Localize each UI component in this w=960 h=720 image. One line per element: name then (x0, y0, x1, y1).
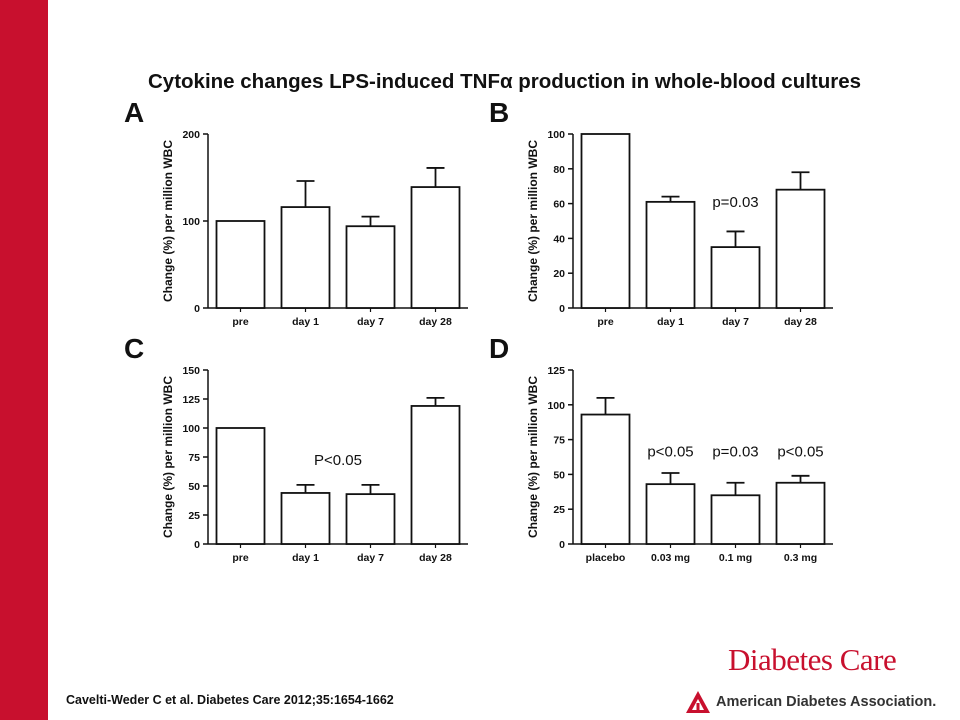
bar (775, 481, 826, 545)
y-tick-label: 40 (553, 233, 565, 245)
x-tick-label: 0.03 mg (651, 552, 690, 564)
bar (775, 188, 826, 309)
y-axis-label: Change (%) per million WBC (161, 140, 175, 302)
chart-panel-c: C Change (%) per million WBC 0 25 50 75 100 125… (124, 333, 468, 564)
bar (410, 405, 461, 545)
y-tick-label: 20 (553, 268, 565, 280)
y-axis-label: Change (%) per million WBC (161, 376, 175, 538)
bar (215, 220, 266, 309)
panel-letter: C (124, 333, 144, 364)
x-tick-label: day 28 (419, 316, 452, 328)
y-tick-label: 0 (559, 539, 565, 551)
y-tick-label: 100 (182, 216, 200, 228)
x-tick-label: day 7 (357, 552, 384, 564)
panel-letter: D (489, 333, 509, 364)
x-tick-label: day 28 (784, 316, 817, 328)
x-tick-label: day 7 (722, 316, 749, 328)
y-tick-label: 25 (553, 504, 565, 516)
x-tick-label: day 1 (292, 316, 319, 328)
slide-title: Cytokine changes LPS-induced TNFα produc… (148, 70, 862, 93)
y-tick-label: 0 (194, 303, 200, 315)
panel-letter: B (489, 97, 509, 128)
significance-annotation: p=0.03 (712, 194, 758, 211)
y-tick-label: 25 (188, 510, 200, 522)
x-tick-label: pre (232, 316, 249, 328)
x-tick-label: day 28 (419, 552, 452, 564)
bar (580, 413, 631, 545)
y-tick-label: 125 (182, 394, 200, 406)
bar (215, 427, 266, 545)
y-tick-label: 200 (182, 129, 200, 141)
bar (645, 483, 696, 545)
bar (280, 206, 331, 309)
significance-annotation: p<0.05 (777, 443, 823, 460)
organization-name: American Diabetes Association. (716, 694, 937, 710)
significance-annotation: p<0.05 (647, 443, 693, 460)
accent-side-bar (0, 0, 48, 720)
significance-annotation: p=0.03 (712, 443, 758, 460)
y-tick-label: 100 (547, 400, 565, 412)
significance-annotation: P<0.05 (314, 452, 362, 469)
y-tick-label: 100 (547, 129, 565, 141)
chart-panel-a: A Change (%) per million WBC 0 100 200 pre day… (124, 97, 468, 328)
bar (410, 186, 461, 309)
y-tick-label: 0 (194, 539, 200, 551)
bar (345, 493, 396, 545)
x-tick-label: 0.3 mg (784, 552, 817, 564)
x-tick-label: day 1 (657, 316, 684, 328)
y-axis-label: Change (%) per million WBC (526, 140, 540, 302)
y-tick-label: 0 (559, 303, 565, 315)
bar (710, 494, 761, 545)
bar (280, 492, 331, 545)
torch-logo-icon (686, 691, 710, 713)
x-tick-label: 0.1 mg (719, 552, 752, 564)
journal-logo: Diabetes Care (728, 642, 897, 677)
y-tick-label: 75 (188, 452, 200, 464)
x-tick-label: placebo (586, 552, 626, 564)
y-tick-label: 150 (182, 365, 200, 377)
y-axis-label: Change (%) per million WBC (526, 376, 540, 538)
y-tick-label: 50 (188, 481, 200, 493)
x-tick-label: day 1 (292, 552, 319, 564)
organization-logo: American Diabetes Association. (684, 688, 936, 716)
y-tick-label: 75 (553, 435, 565, 447)
chart-panel-d: D Change (%) per million WBC 0 25 50 75 100 125… (489, 333, 833, 564)
bar (710, 246, 761, 309)
y-tick-label: 50 (553, 469, 565, 481)
citation: Cavelti-Weder C et al. Diabetes Care 201… (66, 693, 394, 707)
x-tick-label: pre (232, 552, 249, 564)
y-tick-label: 125 (547, 365, 565, 377)
y-tick-label: 100 (182, 423, 200, 435)
chart-panel-b: B Change (%) per million WBC 0 20 40 60 80 100 p… (489, 97, 833, 328)
x-tick-label: pre (597, 316, 614, 328)
y-tick-label: 80 (553, 164, 565, 176)
bar (580, 133, 631, 309)
y-tick-label: 60 (553, 199, 565, 211)
bar (345, 225, 396, 309)
bar (645, 200, 696, 309)
x-tick-label: day 7 (357, 316, 384, 328)
panel-letter: A (124, 97, 144, 128)
